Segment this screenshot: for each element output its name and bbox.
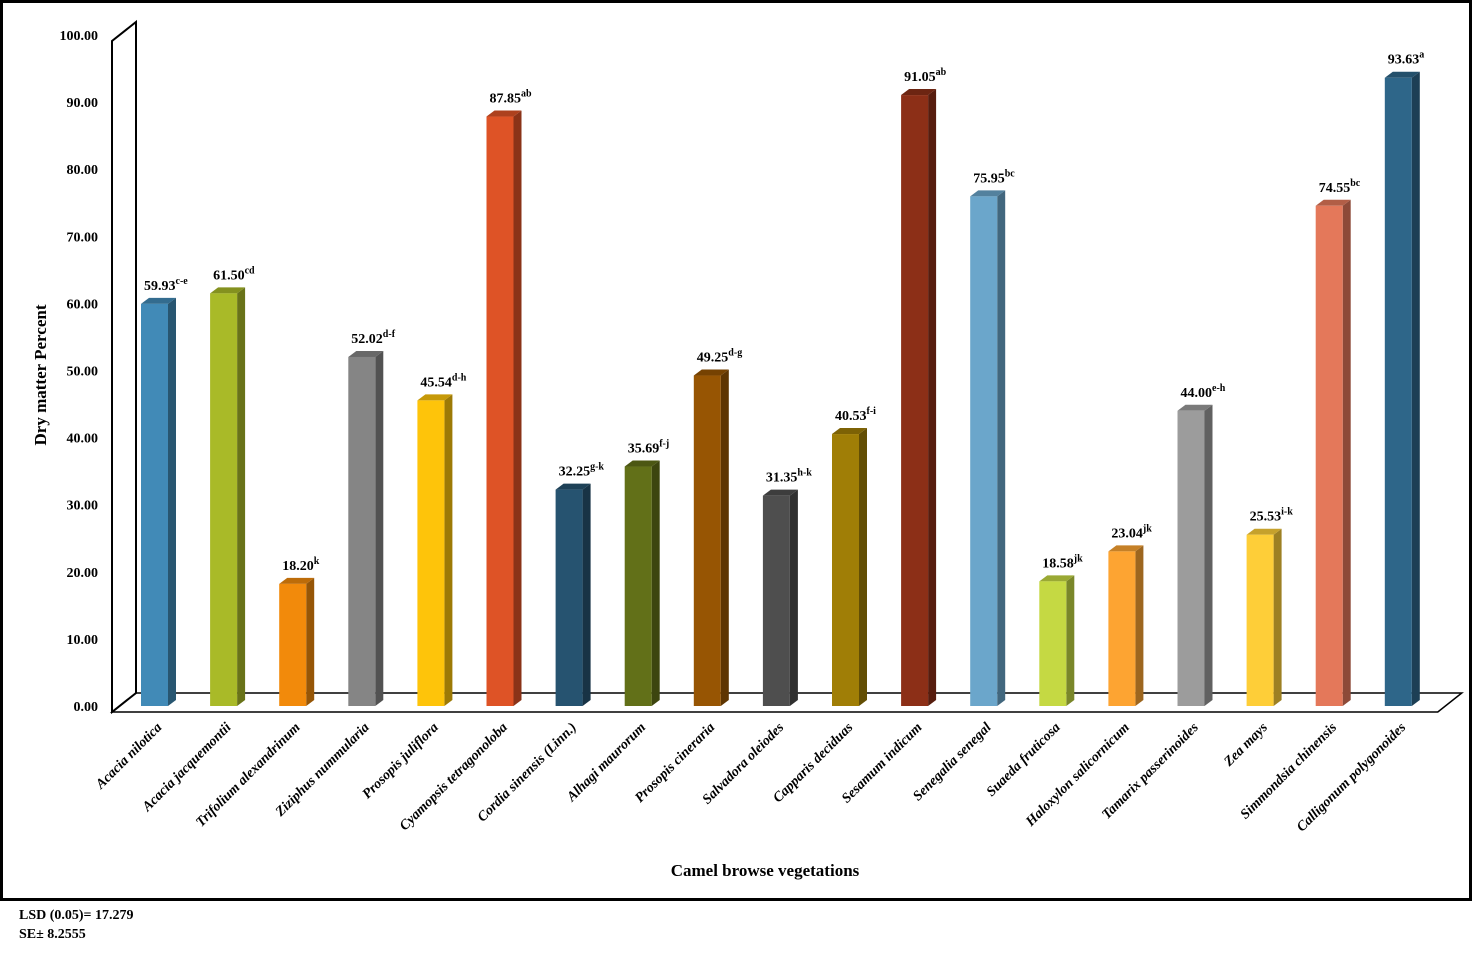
y-tick-label: 20.00 bbox=[67, 566, 99, 581]
y-tick-label: 90.00 bbox=[67, 96, 99, 111]
bar-acacia-nilotica bbox=[141, 303, 168, 706]
bar-value-label: 18.20k bbox=[282, 556, 320, 574]
bar-side bbox=[1066, 575, 1075, 706]
bar-top bbox=[348, 350, 384, 357]
lsd-footnote: LSD (0.05)= 17.279 bbox=[19, 908, 134, 923]
y-tick-label: 80.00 bbox=[67, 163, 99, 178]
bar-side bbox=[720, 369, 729, 706]
y-tick-label: 10.00 bbox=[67, 633, 99, 648]
y-axis-title: Dry matter Percent bbox=[31, 304, 50, 445]
bar-calligonum-polygonoides bbox=[1384, 77, 1412, 707]
bar-side bbox=[1273, 528, 1282, 706]
bar-ziziphus-nummularia bbox=[348, 356, 376, 706]
bar-acacia-jacquemontii bbox=[210, 293, 238, 706]
bar-value-label: 52.02d-f bbox=[351, 329, 395, 347]
bar-side bbox=[1342, 199, 1351, 706]
chart-frame: 0.00 10.00 20.00 30.00 40.00 50.00 60.00 70.00 8… bbox=[0, 0, 1472, 901]
bar-top bbox=[693, 369, 729, 376]
bar-side bbox=[1204, 404, 1213, 706]
bar-side bbox=[928, 89, 937, 706]
bar-top bbox=[279, 577, 315, 584]
bar-side bbox=[789, 489, 798, 706]
bar-side bbox=[1411, 71, 1420, 707]
bar-value-label: 59.93c-e bbox=[144, 276, 188, 294]
bar-tamarix-passerinoides bbox=[1177, 410, 1205, 706]
bar-salvadora-oleiodes bbox=[762, 495, 790, 706]
bar-side bbox=[651, 460, 660, 706]
bar-top bbox=[1177, 404, 1213, 411]
bar-value-label: 44.00e-h bbox=[1181, 383, 1226, 401]
bar-prosopis-cineraria bbox=[693, 375, 721, 706]
bar-top bbox=[901, 89, 937, 96]
bar-top bbox=[1246, 528, 1282, 535]
bar-suaeda-fruticosa bbox=[1039, 581, 1067, 706]
bar-top bbox=[624, 460, 660, 467]
bar-haloxylon-salicornicum bbox=[1108, 551, 1136, 706]
bar-value-label: 32.25g-k bbox=[559, 462, 605, 480]
bar-side bbox=[997, 190, 1006, 707]
bar-side bbox=[168, 297, 176, 706]
bar-top bbox=[1315, 199, 1351, 206]
y-tick-label: 100.00 bbox=[60, 29, 99, 44]
bar-alhagi-maurorum bbox=[624, 466, 652, 706]
bar-trifolium-alexandrinum bbox=[279, 583, 307, 706]
y-tick-label: 0.00 bbox=[74, 700, 99, 715]
bar-top bbox=[141, 297, 176, 304]
y-tick-label: 70.00 bbox=[67, 230, 99, 245]
bar-top bbox=[1108, 545, 1144, 552]
bar-side bbox=[582, 483, 591, 706]
bar-top bbox=[210, 287, 246, 294]
x-axis-title: Camel browse vegetations bbox=[671, 861, 860, 880]
bar-value-label: 31.35h-k bbox=[766, 468, 812, 486]
bar-value-label: 93.63a bbox=[1388, 50, 1425, 68]
y-tick-label: 40.00 bbox=[67, 432, 99, 447]
bar-value-label: 87.85ab bbox=[490, 89, 533, 107]
bar-chart: 0.00 10.00 20.00 30.00 40.00 50.00 60.00 70.00 8… bbox=[0, 0, 1472, 901]
bar-zea-mays bbox=[1246, 534, 1274, 706]
bar-value-label: 18.58jk bbox=[1042, 553, 1083, 571]
bar-side bbox=[1135, 545, 1144, 706]
y-axis-wall bbox=[111, 19, 137, 715]
bar-value-label: 49.25d-g bbox=[697, 348, 742, 366]
bar-top bbox=[970, 190, 1006, 197]
bar-top bbox=[486, 110, 522, 117]
bar-side bbox=[513, 110, 522, 707]
bar-value-label: 45.54d-h bbox=[420, 372, 466, 390]
bar-senegalia-senegal bbox=[970, 196, 998, 707]
y-tick-label: 50.00 bbox=[67, 365, 99, 380]
bar-top bbox=[1039, 575, 1075, 582]
bar-value-label: 25.53i-k bbox=[1250, 507, 1294, 525]
bar-side bbox=[375, 350, 384, 706]
bar-side bbox=[237, 287, 246, 706]
se-footnote: SE± 8.2555 bbox=[19, 927, 86, 942]
bar-top bbox=[555, 483, 591, 490]
y-tick-label: 30.00 bbox=[67, 499, 99, 514]
bar-value-label: 74.55bc bbox=[1319, 178, 1361, 196]
bar-simmondsia-chinensis bbox=[1315, 205, 1343, 706]
bar-value-label: 61.50cd bbox=[213, 265, 255, 283]
bar-side bbox=[306, 577, 315, 706]
bar-top bbox=[762, 489, 798, 496]
y-tick-label: 60.00 bbox=[67, 297, 99, 312]
bar-top bbox=[417, 394, 453, 401]
bar-sesamum-indicum bbox=[901, 95, 929, 706]
bar-value-label: 75.95bc bbox=[973, 168, 1015, 186]
chart-border bbox=[0, 0, 1472, 901]
bar-capparis-deciduas bbox=[832, 434, 859, 706]
bar-cyamopsis-tetragonoloba bbox=[486, 116, 514, 707]
bar-cordia-sinensis-linn bbox=[555, 489, 583, 706]
bar-top bbox=[832, 428, 867, 435]
bar-value-label: 23.04jk bbox=[1111, 523, 1152, 541]
bar-top bbox=[1384, 71, 1420, 78]
bar-value-label: 35.69f-j bbox=[628, 439, 670, 457]
bar-prosopis-juliflora bbox=[417, 400, 445, 706]
bar-side bbox=[859, 428, 867, 706]
bar-side bbox=[444, 394, 453, 706]
bar-value-label: 40.53f-i bbox=[835, 406, 876, 424]
bar-value-label: 91.05ab bbox=[904, 67, 947, 85]
